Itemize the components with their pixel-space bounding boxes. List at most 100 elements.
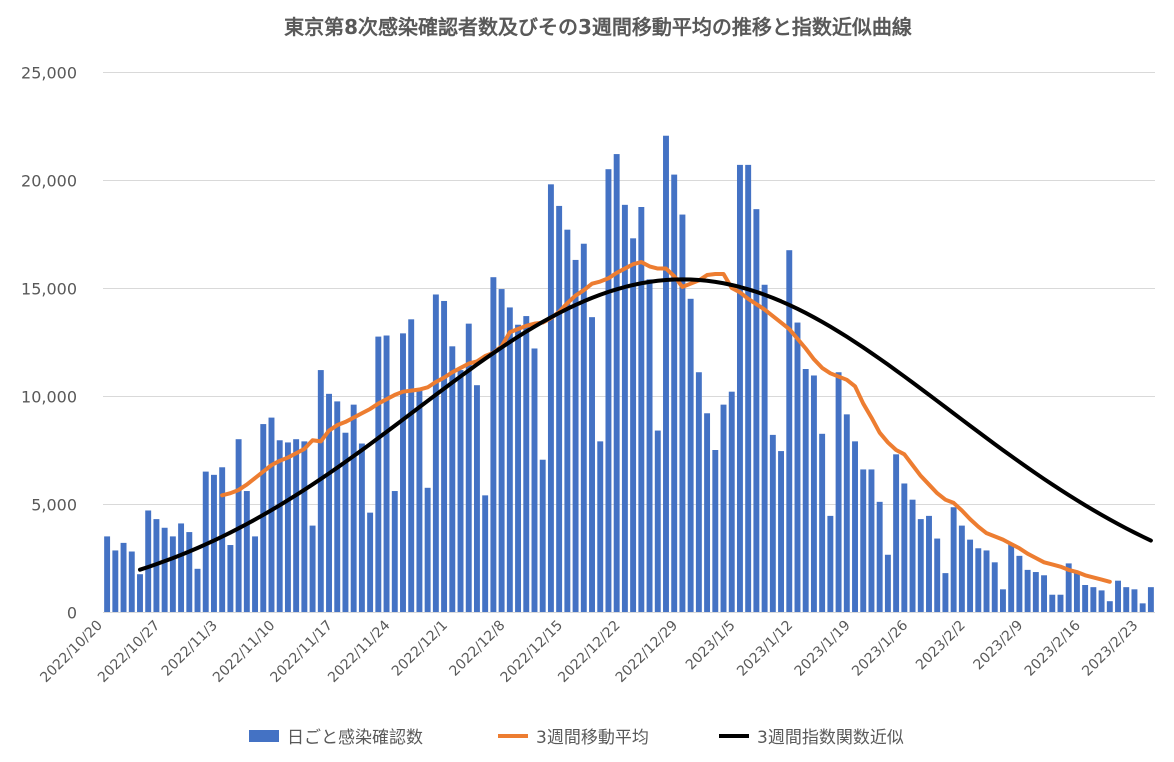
- bar: [810, 375, 817, 612]
- chart-title: 東京第8次感染確認者数及びその3週間移動平均の推移と指数近似曲線: [284, 15, 912, 39]
- bar: [843, 414, 850, 612]
- bar: [1098, 590, 1105, 612]
- bar: [1024, 569, 1031, 612]
- bar: [161, 527, 168, 612]
- x-tick-label: 2023/1/5: [683, 618, 739, 674]
- bar: [621, 204, 628, 612]
- bar: [728, 391, 735, 612]
- bar: [654, 430, 661, 612]
- bar: [926, 515, 932, 612]
- bar: [991, 562, 998, 612]
- bar: [687, 298, 694, 612]
- bar: [473, 385, 480, 612]
- bar: [482, 495, 489, 612]
- bar: [326, 393, 332, 612]
- legend-label-exponential-fit: 3週間指数関数近似: [757, 728, 904, 748]
- y-tick-label: 0: [67, 604, 77, 623]
- bar: [679, 214, 686, 612]
- x-tick-label: 2023/1/26: [849, 617, 911, 679]
- bar: [284, 442, 291, 612]
- bar: [1106, 601, 1113, 612]
- bar: [1123, 587, 1130, 612]
- bar: [186, 532, 193, 612]
- line-series: [137, 260, 1153, 584]
- y-tick-label: 15,000: [21, 280, 77, 299]
- legend-item-moving-average: 3週間移動平均: [498, 728, 649, 748]
- bar: [769, 434, 776, 612]
- bar: [827, 515, 834, 612]
- bar: [556, 205, 563, 613]
- moving-average-line: [220, 260, 1112, 584]
- bar: [1082, 585, 1089, 612]
- bar: [663, 135, 669, 612]
- bar: [252, 536, 259, 612]
- y-tick-label: 20,000: [21, 172, 77, 191]
- bar: [671, 174, 678, 612]
- bar: [400, 333, 406, 612]
- y-axis-tick-labels: 0 5,000 10,000 15,000 20,000 25,000: [21, 64, 77, 623]
- bar: [506, 307, 513, 612]
- bar: [465, 323, 472, 612]
- bar: [1131, 589, 1138, 612]
- bar: [547, 184, 554, 612]
- bar: [868, 469, 875, 612]
- legend-item-exponential-fit: 3週間指数関数近似: [719, 728, 904, 748]
- bar: [1090, 587, 1097, 612]
- x-tick-label: 2022/10/27: [95, 618, 163, 686]
- bar: [1065, 563, 1072, 612]
- bar: [572, 259, 579, 612]
- x-tick-label: 2022/11/3: [159, 618, 221, 680]
- bar: [613, 154, 620, 612]
- bar: [712, 450, 719, 612]
- bar: [860, 469, 867, 612]
- y-tick-label: 10,000: [21, 388, 77, 407]
- bar: [564, 229, 571, 612]
- bar: [227, 545, 234, 612]
- bar: [638, 207, 645, 612]
- bar: [441, 300, 448, 612]
- bar: [580, 243, 587, 612]
- bar: [761, 284, 768, 612]
- bar: [695, 372, 702, 612]
- bar: [457, 370, 464, 612]
- bar: [1073, 572, 1080, 612]
- bar: [983, 550, 990, 612]
- bar: [375, 336, 382, 612]
- bar: [646, 279, 653, 612]
- bar: [424, 487, 431, 612]
- bar: [449, 346, 456, 612]
- bar: [753, 209, 760, 612]
- bar: [202, 471, 209, 612]
- bar: [884, 554, 891, 612]
- legend: 日ごと感染確認数 3週間移動平均 3週間指数関数近似: [249, 728, 904, 748]
- bar: [1016, 555, 1023, 612]
- bar: [276, 440, 283, 612]
- bar: [309, 525, 316, 612]
- bar: [120, 542, 127, 612]
- bar: [383, 335, 390, 612]
- bar: [704, 413, 711, 612]
- bar: [1115, 580, 1121, 612]
- bar: [1008, 543, 1015, 612]
- bar: [235, 439, 242, 612]
- bar: [432, 294, 439, 612]
- bar: [597, 441, 604, 612]
- bar: [909, 499, 916, 612]
- bar: [934, 538, 941, 612]
- x-tick-label: 2023/1/12: [734, 618, 796, 680]
- bar: [950, 507, 957, 612]
- bar: [736, 164, 743, 612]
- bar: [819, 433, 826, 612]
- bar: [630, 238, 637, 612]
- bar: [786, 250, 793, 612]
- bar: [210, 474, 217, 612]
- bar: [720, 404, 727, 612]
- x-axis-tick-labels: 2022/10/202022/10/272022/11/32022/11/102…: [37, 617, 1141, 685]
- bar: [999, 589, 1006, 612]
- bar: [1032, 572, 1039, 612]
- bar: [794, 322, 801, 612]
- bar: [367, 512, 374, 612]
- bar: [523, 316, 530, 612]
- bar: [243, 491, 250, 612]
